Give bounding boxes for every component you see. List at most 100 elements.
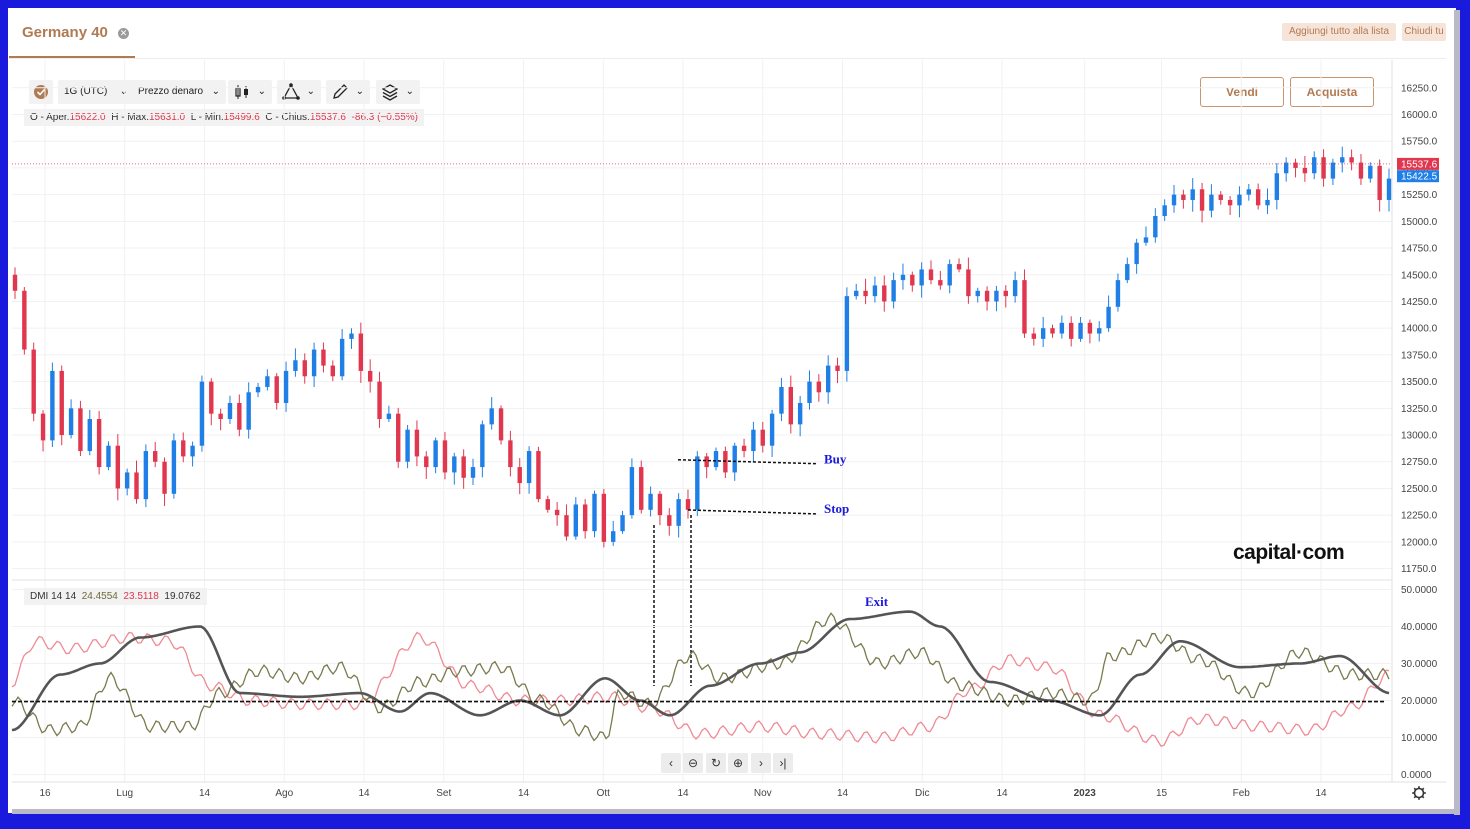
tab-germany40[interactable]: Germany 40 ✕ [9, 14, 135, 58]
candle-body [938, 280, 943, 286]
candle-body [592, 493, 597, 532]
candle-body [358, 333, 364, 371]
price-type-label: Prezzo denaro [138, 86, 204, 97]
zoom-in-icon[interactable]: ⊕ [728, 753, 748, 773]
stop-line [687, 509, 819, 515]
candle-body [685, 499, 691, 510]
dmi-axis-label: 50.0000 [1401, 585, 1438, 596]
time-axis-label: 14 [837, 788, 849, 799]
candle-body [508, 440, 513, 468]
close-label: C - Chius. [265, 112, 310, 123]
layers-button[interactable]: ⌄ [376, 80, 420, 104]
candle-body [321, 349, 326, 366]
candle-body [1330, 162, 1336, 179]
timeframe-select[interactable]: 1G (UTC) ⌄ [58, 80, 134, 104]
close-all-button[interactable]: Chiudi tu [1402, 23, 1446, 41]
price-type-select[interactable]: Prezzo denaro ⌄ [132, 80, 226, 104]
candle-body [349, 333, 354, 339]
chevron-down-icon: ⌄ [119, 86, 128, 97]
candle-body [900, 274, 906, 281]
reset-icon[interactable]: ↻ [706, 753, 726, 773]
price-axis-label: 14500.0 [1401, 270, 1438, 281]
price-axis-label: 15250.0 [1401, 190, 1438, 201]
dmi-axis-label: 30.0000 [1401, 659, 1438, 670]
candle-body [12, 274, 18, 291]
candle-body [732, 445, 737, 473]
pencil-button[interactable]: ⌄ [326, 80, 370, 104]
candle-body [564, 515, 569, 537]
dmi-plus-line [11, 612, 1390, 742]
last-icon[interactable]: ›| [773, 753, 793, 773]
candle-body [50, 370, 55, 441]
next-icon[interactable]: › [751, 753, 771, 773]
dmi-axis-label: 40.0000 [1401, 622, 1438, 633]
candle-body [620, 515, 625, 532]
candle-body [1171, 194, 1177, 206]
time-axis-label: Nov [754, 788, 772, 799]
candle-body [1368, 165, 1373, 179]
chevron-down-icon: ⌄ [211, 86, 220, 97]
candle-body [779, 386, 784, 414]
candle-body [40, 413, 46, 441]
time-axis-label: 2023 [1074, 788, 1097, 799]
candle-body [1265, 199, 1270, 206]
candle-body [255, 386, 261, 393]
add-all-button[interactable]: Aggiungi tutto alla lista [1282, 23, 1396, 41]
price-axis-label: 14750.0 [1401, 244, 1438, 255]
chart-type-button[interactable]: ⌄ [228, 80, 272, 104]
frame-shadow-right [1454, 10, 1460, 815]
time-axis-label: Ott [597, 788, 611, 799]
candle-body [984, 290, 990, 302]
price-axis-label: 14250.0 [1401, 297, 1438, 308]
time-axis-label: 14 [1315, 788, 1327, 799]
candle-body [115, 445, 121, 489]
dmi-axis-label: 10.0000 [1401, 733, 1438, 744]
close-icon[interactable]: ✕ [118, 28, 129, 39]
buy-annotation: Buy [824, 452, 847, 467]
settings-gear-icon[interactable] [1412, 786, 1426, 800]
candle-body [611, 531, 616, 542]
candle-body [190, 445, 195, 457]
time-axis-label: Lug [116, 788, 133, 799]
candle-body [1293, 162, 1298, 168]
candle-body [545, 499, 550, 510]
candle-body [283, 370, 289, 403]
price-axis-label: 16250.0 [1401, 83, 1438, 94]
open-label: O - Aper. [30, 112, 70, 123]
candle-body [526, 451, 532, 484]
tab-bar: Germany 40 ✕ [9, 14, 1446, 59]
candle-body [68, 408, 74, 436]
dmi-label: DMI 14 14 [30, 591, 77, 602]
candle-body [1012, 280, 1018, 297]
prev-icon[interactable]: ‹ [661, 753, 681, 773]
candle-body [695, 456, 700, 510]
candle-body [199, 381, 205, 446]
candle-body [1031, 333, 1037, 339]
price-axis-label: 12250.0 [1401, 511, 1438, 522]
sell-button[interactable]: Vendi [1200, 77, 1284, 107]
time-axis-label: 14 [199, 788, 211, 799]
candle-body [807, 381, 812, 403]
candle-body [1003, 290, 1008, 297]
candle-body [396, 413, 401, 462]
candle-body [87, 419, 92, 452]
candle-body [928, 269, 934, 281]
candle-body [863, 290, 868, 297]
candle-body [713, 451, 719, 468]
dmi-minus-value: 23.5118 [123, 591, 159, 602]
time-axis-label: Set [436, 788, 451, 799]
candle-body [433, 440, 438, 468]
price-axis-label: 14000.0 [1401, 324, 1438, 335]
candle-body [461, 456, 466, 478]
candle-body [629, 467, 635, 516]
stop-annotation: Stop [824, 501, 849, 516]
candle-body [601, 493, 607, 542]
buy-button[interactable]: Acquista [1290, 77, 1374, 107]
candle-body [994, 290, 999, 302]
candle-body [293, 360, 298, 371]
zoom-out-icon[interactable]: ⊖ [683, 753, 703, 773]
high-label: H - Max. [111, 112, 149, 123]
candle-body [891, 280, 896, 302]
chevron-down-icon: ⌄ [355, 86, 364, 97]
